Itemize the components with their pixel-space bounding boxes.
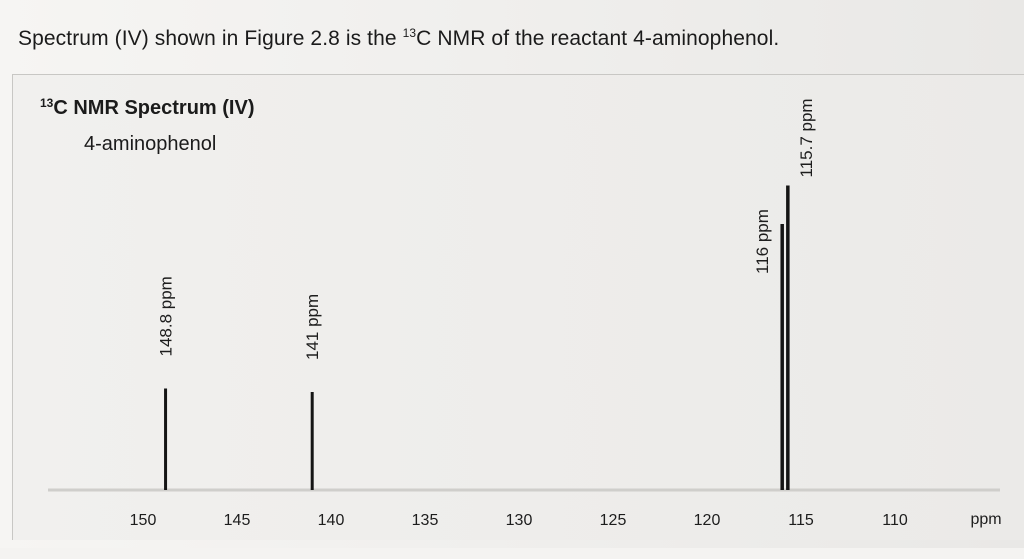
x-tick-label: 145	[224, 512, 251, 529]
heading: Spectrum (IV) shown in Figure 2.8 is the…	[18, 26, 779, 51]
x-tick-label: 115	[788, 512, 814, 529]
peak-label: 116 ppm	[753, 209, 772, 274]
figure-box	[12, 74, 1024, 540]
x-tick-label: 130	[506, 512, 533, 529]
heading-isotope-mass: 13	[402, 26, 417, 40]
chart-title-text: C NMR Spectrum (IV)	[53, 97, 255, 119]
x-tick-label: 125	[600, 512, 627, 529]
footer-strip	[0, 548, 1024, 559]
chart-subtitle: 4-aminophenol	[84, 133, 217, 155]
chart-title-isotope: 13	[40, 96, 54, 110]
x-tick-label: 120	[694, 512, 721, 529]
chart-title: 13C NMR Spectrum (IV)	[40, 96, 254, 120]
x-axis-unit-label: ppm	[970, 511, 1001, 528]
x-tick-label: 110	[882, 512, 908, 529]
x-tick-label: 135	[412, 512, 439, 529]
peak-label: 148.8 ppm	[157, 276, 176, 356]
peak-label: 141 ppm	[303, 294, 322, 360]
heading-text-before: Spectrum (IV) shown in Figure 2.8 is the	[18, 27, 403, 50]
x-tick-label: 150	[130, 512, 157, 529]
peak-label: 115.7 ppm	[797, 98, 816, 177]
x-tick-label: 140	[318, 512, 345, 529]
heading-text-after: C NMR of the reactant 4-aminophenol.	[416, 27, 780, 50]
